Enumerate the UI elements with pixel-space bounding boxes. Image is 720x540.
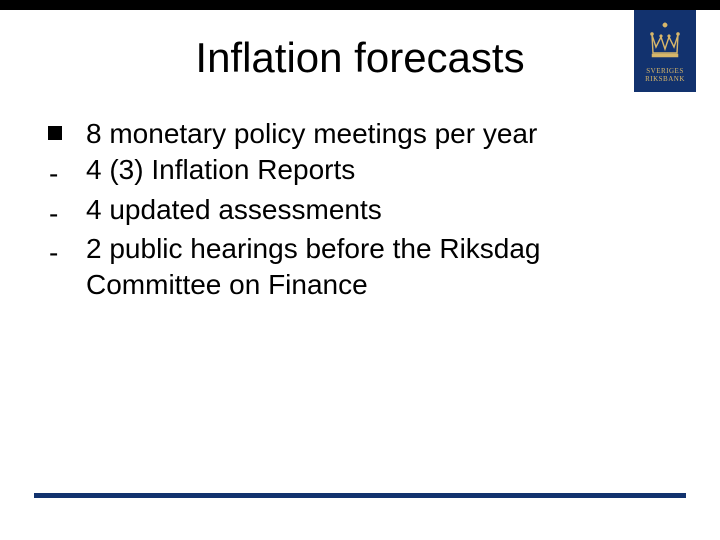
- slide: SVERIGES RIKSBANK Inflation forecasts 8 …: [0, 0, 720, 540]
- list-item: - 4 updated assessments: [46, 192, 656, 232]
- bullet-square-icon: [46, 116, 86, 140]
- bullet-dash-icon: -: [46, 152, 86, 192]
- list-item-text: 4 (3) Inflation Reports: [86, 152, 656, 188]
- page-title: Inflation forecasts: [0, 34, 720, 82]
- list-item: - 4 (3) Inflation Reports: [46, 152, 656, 192]
- list-item: 8 monetary policy meetings per year: [46, 116, 656, 152]
- list-item-text: 8 monetary policy meetings per year: [86, 116, 656, 152]
- bottom-rule: [34, 493, 686, 498]
- bullet-list: 8 monetary policy meetings per year - 4 …: [46, 116, 656, 303]
- list-item-text: 2 public hearings before the Riksdag Com…: [86, 231, 656, 303]
- bullet-dash-icon: -: [46, 231, 86, 271]
- top-bar: [0, 0, 720, 10]
- list-item: - 2 public hearings before the Riksdag C…: [46, 231, 656, 303]
- bullet-dash-icon: -: [46, 192, 86, 232]
- list-item-text: 4 updated assessments: [86, 192, 656, 228]
